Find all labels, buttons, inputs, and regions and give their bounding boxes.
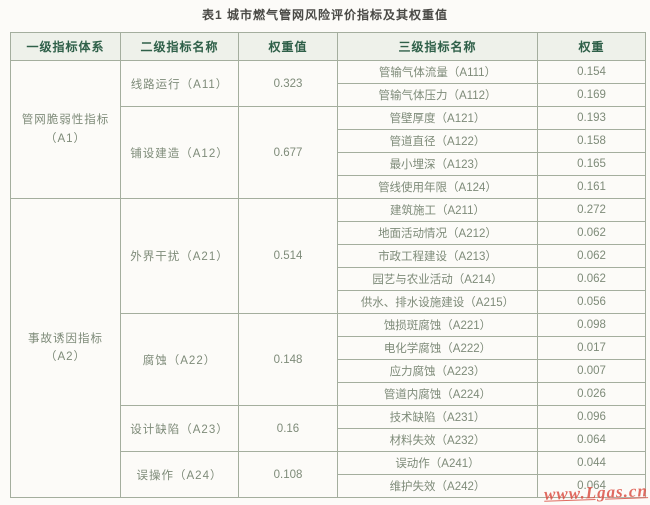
level3-cell: 材料失效（A232） (337, 428, 538, 452)
level3-cell: 管输气体流量（A111） (337, 60, 538, 84)
table-row: 园艺与农业活动（A214） 0.062 (11, 267, 646, 291)
table-row: 铺设建造（A12） 0.677 管壁厚度（A121） 0.193 (11, 106, 646, 199)
level3-cell: 电化学腐蚀（A222） (337, 336, 538, 360)
level2-cell: 铺设建造（A12） (120, 106, 239, 199)
level3-weight-cell: 0.165 (537, 152, 646, 176)
level1-code: （A2） (44, 351, 87, 363)
table-row: 误操作（A24） 0.108 误动作（A241） 0.044 (11, 451, 646, 498)
level3-weight-cell: 0.169 (537, 83, 646, 107)
table-row: 设计缺陷（A23） 0.16 技术缺陷（A231） 0.096 (11, 405, 646, 452)
level3-cell: 市政工程建设（A213） (337, 244, 538, 268)
level2-weight-cell: 0.148 (238, 313, 338, 406)
level2-cell: 误操作（A24） (120, 451, 239, 498)
level2-cell: 外界干扰（A21） (120, 198, 239, 314)
header-level2: 二级指标名称 (120, 32, 239, 61)
level3-weight-cell: 0.062 (537, 221, 646, 245)
level1-cell: 管网脆弱性指标 （A1） (10, 60, 121, 199)
table-title: 表1 城市燃气管网风险评价指标及其权重值 (201, 8, 448, 22)
level1-name: 管网脆弱性指标 (21, 114, 110, 127)
level2-weight-cell: 0.16 (238, 405, 338, 452)
level1-code: （A1） (44, 132, 87, 145)
level3-cell: 建筑施工（A211） (337, 198, 538, 222)
level1-cell: 事故诱因指标 （A2） (10, 198, 121, 498)
header-level3: 三级指标名称 (337, 32, 538, 61)
level2-weight-cell: 0.323 (238, 60, 338, 107)
level3-cell: 蚀损斑腐蚀（A221） (337, 313, 538, 337)
level2-cell: 线路运行（A11） (120, 60, 239, 107)
level2-cell: 腐蚀（A22） (120, 313, 239, 406)
level3-weight-cell: 0.062 (537, 267, 646, 291)
table-row: 事故诱因指标 （A2） 外界干扰（A21） 0.514 建筑施工（A211） 0.272 (10, 198, 646, 498)
level3-weight-cell: 0.158 (537, 129, 646, 153)
table-body: 管网脆弱性指标 （A1） 线路运行（A11） 0.323 管输气体流量（A111） 0.1… (10, 60, 646, 498)
level3-weight-cell: 0.272 (537, 198, 646, 222)
header-level2-weight: 权重值 (238, 32, 338, 61)
header-level3-weight: 权重 (537, 32, 646, 61)
table-row: 供水、排水设施建设（A215） 0.056 (11, 290, 646, 314)
level3-cell: 维护失效（A242） (337, 474, 538, 498)
table-header: 一级指标体系 二级指标名称 权重值 三级指标名称 权重 (10, 32, 646, 61)
table-row: 腐蚀（A22） 0.148 蚀损斑腐蚀（A221） 0.098 (11, 313, 646, 406)
level3-weight-cell: 0.062 (537, 244, 646, 268)
table-row: 管输气体压力（A112） 0.169 (11, 83, 646, 107)
level2-cell: 设计缺陷（A23） (120, 405, 239, 452)
level3-cell: 最小埋深（A123） (337, 152, 538, 176)
level3-weight-cell: 0.064 (537, 474, 646, 498)
header-row: 一级指标体系 二级指标名称 权重值 三级指标名称 权重 (10, 32, 646, 61)
table-row: 应力腐蚀（A223） 0.007 (11, 359, 646, 383)
level3-weight-cell: 0.007 (537, 359, 646, 383)
table-row: 管道内腐蚀（A224） 0.026 (11, 382, 646, 406)
level3-cell: 管线使用年限（A124） (337, 175, 538, 199)
level3-weight-cell: 0.193 (537, 106, 646, 130)
level3-cell: 管壁厚度（A121） (337, 106, 538, 130)
level3-cell: 管输气体压力（A112） (337, 83, 538, 107)
level2-weight-cell: 0.108 (238, 451, 338, 498)
level3-cell: 技术缺陷（A231） (337, 405, 538, 429)
level3-weight-cell: 0.026 (537, 382, 646, 406)
header-level1: 一级指标体系 (10, 32, 121, 61)
table-row: 管道直径（A122） 0.158 (11, 129, 646, 153)
table-row: 市政工程建设（A213） 0.062 (11, 244, 646, 268)
table-row: 最小埋深（A123） 0.165 (11, 152, 646, 176)
table-row: 维护失效（A242） 0.064 (11, 474, 646, 498)
watermark-logo: www.Lgas.cn (543, 481, 649, 504)
level3-weight-cell: 0.017 (537, 336, 646, 360)
indicator-table: 一级指标体系 二级指标名称 权重值 三级指标名称 权重 管网脆弱性指标 （A1） 线… (10, 32, 646, 498)
table-row: 管网脆弱性指标 （A1） 线路运行（A11） 0.323 管输气体流量（A111） 0.1… (10, 60, 646, 199)
level3-cell: 地面活动情况（A212） (337, 221, 538, 245)
level3-weight-cell: 0.064 (537, 428, 646, 452)
level3-cell: 供水、排水设施建设（A215） (337, 290, 538, 314)
level3-weight-cell: 0.044 (537, 451, 646, 475)
level1-name: 事故诱因指标 (28, 332, 103, 345)
level3-cell: 误动作（A241） (337, 451, 538, 475)
level2-weight-cell: 0.677 (238, 106, 338, 199)
level3-weight-cell: 0.154 (537, 60, 646, 84)
level3-cell: 管道内腐蚀（A224） (337, 382, 538, 406)
table-row: 管线使用年限（A124） 0.161 (11, 175, 646, 199)
table-row: 电化学腐蚀（A222） 0.017 (11, 336, 646, 360)
level3-cell: 园艺与农业活动（A214） (337, 267, 538, 291)
level3-weight-cell: 0.096 (537, 405, 646, 429)
level3-cell: 管道直径（A122） (337, 129, 538, 153)
level2-weight-cell: 0.514 (238, 198, 338, 314)
level3-cell: 应力腐蚀（A223） (337, 359, 538, 383)
table-row: 地面活动情况（A212） 0.062 (11, 221, 646, 245)
level3-weight-cell: 0.056 (537, 290, 646, 314)
level3-weight-cell: 0.161 (537, 175, 646, 199)
level3-weight-cell: 0.098 (537, 313, 646, 337)
